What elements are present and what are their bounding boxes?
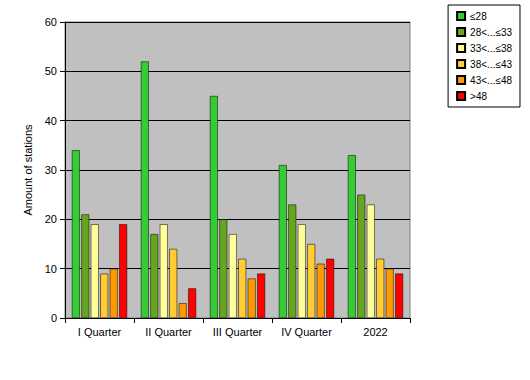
svg-text:20: 20 <box>45 213 57 225</box>
svg-text:I Quarter: I Quarter <box>78 326 122 338</box>
svg-text:43<...≤48: 43<...≤48 <box>470 75 512 86</box>
svg-text:Amount of stations: Amount of stations <box>22 124 34 216</box>
svg-text:≤28: ≤28 <box>470 11 487 22</box>
svg-text:10: 10 <box>45 263 57 275</box>
svg-text:>48: >48 <box>470 91 487 102</box>
svg-text:2022: 2022 <box>363 326 387 338</box>
svg-text:28<...≤33: 28<...≤33 <box>470 27 512 38</box>
svg-text:III Quarter: III Quarter <box>213 326 263 338</box>
svg-text:0: 0 <box>51 312 57 324</box>
svg-text:II Quarter: II Quarter <box>145 326 192 338</box>
svg-text:30: 30 <box>45 164 57 176</box>
svg-text:60: 60 <box>45 16 57 28</box>
svg-text:33<...≤38: 33<...≤38 <box>470 43 512 54</box>
svg-text:40: 40 <box>45 115 57 127</box>
svg-text:50: 50 <box>45 65 57 77</box>
svg-text:38<...≤43: 38<...≤43 <box>470 59 512 70</box>
svg-text:IV Quarter: IV Quarter <box>281 326 332 338</box>
